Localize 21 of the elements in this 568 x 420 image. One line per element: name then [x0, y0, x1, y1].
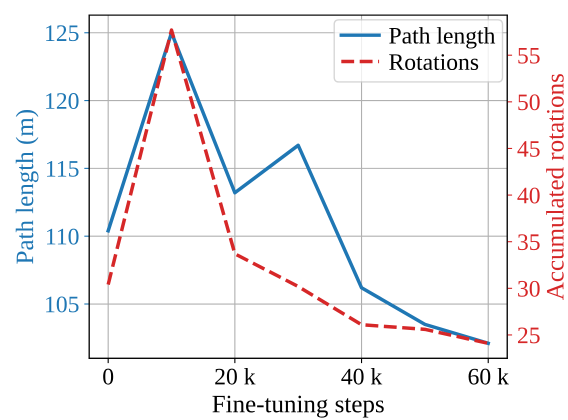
- y2-tick-label: 40: [517, 188, 540, 204]
- y-axis-title: Path length (m): [16, 110, 38, 264]
- y2-tick-label: 35: [518, 234, 540, 250]
- x-axis-title: Fine-tuning steps: [212, 396, 384, 418]
- y-tick-label: 125: [46, 25, 79, 42]
- x-tick-label: 20 k: [215, 368, 256, 385]
- x-tick-label: 40 k: [341, 368, 382, 385]
- legend-label: Rotations: [389, 54, 478, 70]
- y2-tick-label: 30: [518, 280, 540, 297]
- y2-axis-title: Accumulated rotations: [546, 74, 564, 300]
- y-tick-label: 115: [47, 160, 79, 177]
- y2-tick-label: 25: [518, 328, 540, 344]
- y-tick-label: 120: [46, 93, 79, 109]
- x-tick-label: 0: [103, 368, 114, 385]
- legend-label: Path length: [389, 27, 496, 49]
- y-tick-label: 110: [47, 228, 79, 245]
- y2-tick-label: 55: [518, 48, 540, 64]
- y-tick-label: 105: [46, 296, 79, 312]
- y2-tick-label: 45: [517, 141, 540, 157]
- x-tick-label: 60 k: [468, 368, 509, 385]
- y2-tick-label: 50: [518, 94, 540, 110]
